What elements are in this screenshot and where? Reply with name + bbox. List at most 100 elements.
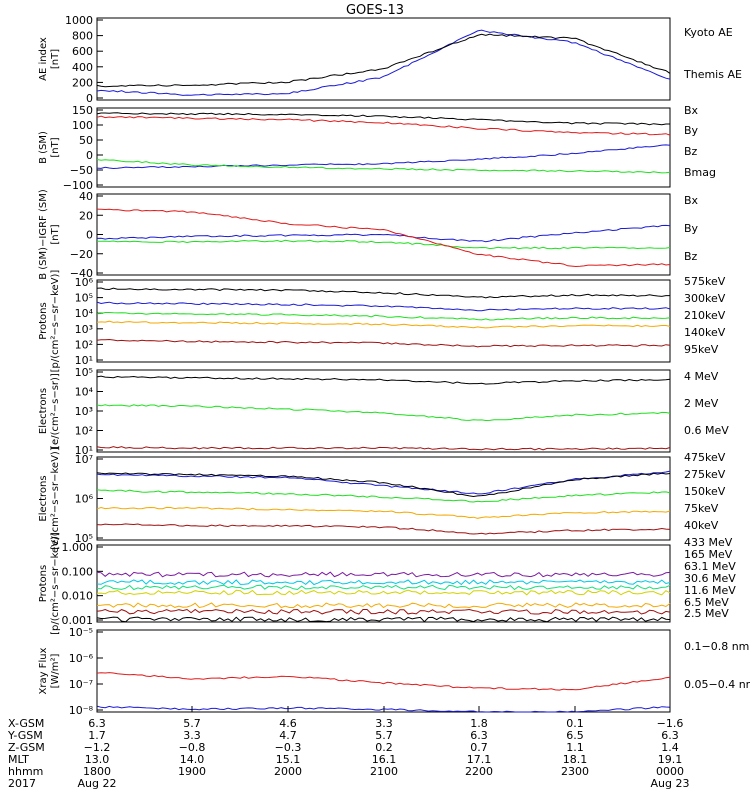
y-tick-label: 10² [75, 338, 93, 351]
legend-entry: 6.5 MeV [684, 596, 729, 609]
y-tick-label: 40 [79, 190, 93, 203]
panel-8: 10⁻⁵ 10⁻⁶ 10⁻⁷ 10⁻⁸ Xray Flux [W/m²] 0.1−0.8 n… [38, 626, 750, 717]
legend-entry: 95keV [684, 343, 719, 356]
series-line [96, 320, 671, 329]
panel-3: 40 20 0 −20 −40 B (SM)−IGRF (SM) [nT] Bx By Bz [38, 189, 699, 280]
y-tick-label: 50 [79, 134, 93, 147]
x-row-value: 2000 [274, 765, 302, 778]
x-row-value: 1.8 [470, 717, 488, 730]
y-tick-label: 0.100 [62, 565, 94, 578]
x-row-value: Aug 22 [78, 777, 117, 790]
x-row-label: hhmm [8, 765, 43, 778]
legend-entry: 63.1 MeV [684, 560, 736, 573]
legend-entry: 30.6 MeV [684, 572, 736, 585]
y-tick-label: 200 [72, 76, 93, 89]
y-tick-label: 10⁶ [75, 276, 94, 289]
panel-6: 10⁷ 10⁶ 10⁵ Electrons [e/(cm²−s−sr−keV)] 475k… [38, 447, 726, 550]
legend-entry: Bz [684, 145, 698, 158]
y-tick-label: 10⁴ [75, 307, 94, 320]
y-tick-label: −20 [70, 248, 93, 261]
panel-2: 150 100 50 0 −50 −100 B (SM) [nT] Bx By Bz Bmag [38, 104, 716, 192]
legend-entry: 433 MeV [684, 536, 733, 549]
y-tick-label: 10⁻⁶ [69, 652, 94, 665]
series-line [96, 579, 671, 586]
x-row-value: Aug 23 [651, 777, 690, 790]
y-tick-label: 20 [79, 209, 93, 222]
y-tick-label: 600 [72, 45, 93, 58]
series-line [96, 224, 671, 243]
legend-entry: Bx [684, 194, 699, 207]
series-line [96, 208, 671, 268]
x-row-value: 6.3 [470, 729, 488, 742]
legend-entry: Bx [684, 104, 699, 117]
series-line [96, 312, 671, 321]
y-tick-label: 1.000 [62, 541, 94, 554]
y-axis-label: B (SM)−IGRF (SM) [38, 189, 49, 280]
y-tick-label: 10⁻⁵ [69, 626, 93, 639]
x-row-value: 1900 [178, 765, 206, 778]
legend-entry: Themis AE [683, 68, 742, 81]
x-row-value: 1800 [83, 765, 111, 778]
x-row-value: 2200 [465, 765, 493, 778]
x-row-value: 4.7 [279, 729, 297, 742]
y-tick-label: 10⁶ [75, 493, 94, 506]
y-tick-label: 100 [72, 119, 93, 132]
x-row-value: 2300 [561, 765, 589, 778]
x-row-value: 19.1 [658, 753, 683, 766]
y-tick-label: 10⁻⁷ [69, 678, 93, 691]
legend-entry: 2 MeV [684, 397, 719, 410]
legend-entry: 475keV [684, 451, 726, 464]
panel-frame [96, 279, 671, 363]
x-row-value: 0.1 [566, 717, 584, 730]
series-line [96, 602, 671, 609]
panel-frame [96, 17, 671, 101]
series-line [96, 144, 671, 170]
legend-entry: 4 MeV [684, 370, 719, 383]
y-tick-label: 10³ [75, 323, 93, 336]
x-row-value: 1.4 [661, 741, 679, 754]
series-line [97, 239, 671, 250]
series-line [96, 608, 671, 615]
x-row-value: 17.1 [467, 753, 492, 766]
series-line [96, 115, 671, 136]
y-tick-label: 0.010 [62, 590, 94, 603]
series-line [96, 616, 671, 623]
x-row-value: −1.6 [657, 717, 684, 730]
x-row-value: 15.1 [276, 753, 301, 766]
x-row-label: 2017 [8, 777, 36, 790]
legend-entry: 165 MeV [684, 548, 733, 561]
y-tick-label: 0 [86, 92, 93, 105]
series-line [96, 159, 671, 174]
legend-entry: Bmag [684, 166, 716, 179]
legend-entry: 275keV [684, 468, 726, 481]
y-tick-label: 10⁵ [75, 366, 93, 379]
legend-entry: 150keV [684, 485, 726, 498]
panel-4: 10⁶ 10⁵ 10⁴ 10³ 10² 10¹ Protons [p/(cm²−s−sr−ke… [38, 270, 726, 373]
y-tick-label: 800 [72, 30, 93, 43]
x-row-label: Z-GSM [8, 741, 45, 754]
panel-7: 1.000 0.100 0.010 0.001 Protons [p/(cm²−s−sr−… [38, 532, 736, 635]
y-axis-label: Protons [38, 565, 49, 602]
y-tick-label: 150 [72, 104, 93, 117]
y-axis-label: Electrons [38, 475, 49, 521]
x-row-value: 14.0 [180, 753, 205, 766]
legend-entry: By [684, 124, 699, 137]
legend-entry: Bz [684, 250, 698, 263]
series-line [96, 287, 670, 299]
y-tick-label: −100 [63, 179, 93, 192]
x-row-label: MLT [8, 753, 29, 766]
x-row-value: 1.1 [566, 741, 584, 754]
x-row-value: 0.7 [470, 741, 488, 754]
legend-entry: 140keV [684, 326, 726, 339]
x-row-label: X-GSM [8, 717, 44, 730]
series-line [96, 33, 671, 88]
y-tick-label: 400 [72, 61, 93, 74]
series-line [96, 506, 671, 519]
y-tick-label: 10¹ [75, 444, 93, 457]
legend-entry: 40keV [684, 519, 719, 532]
x-row-value: 5.7 [183, 717, 201, 730]
legend-entry: 0.05−0.4 nm [684, 678, 750, 691]
series-line [96, 523, 671, 535]
series-line [96, 589, 671, 596]
